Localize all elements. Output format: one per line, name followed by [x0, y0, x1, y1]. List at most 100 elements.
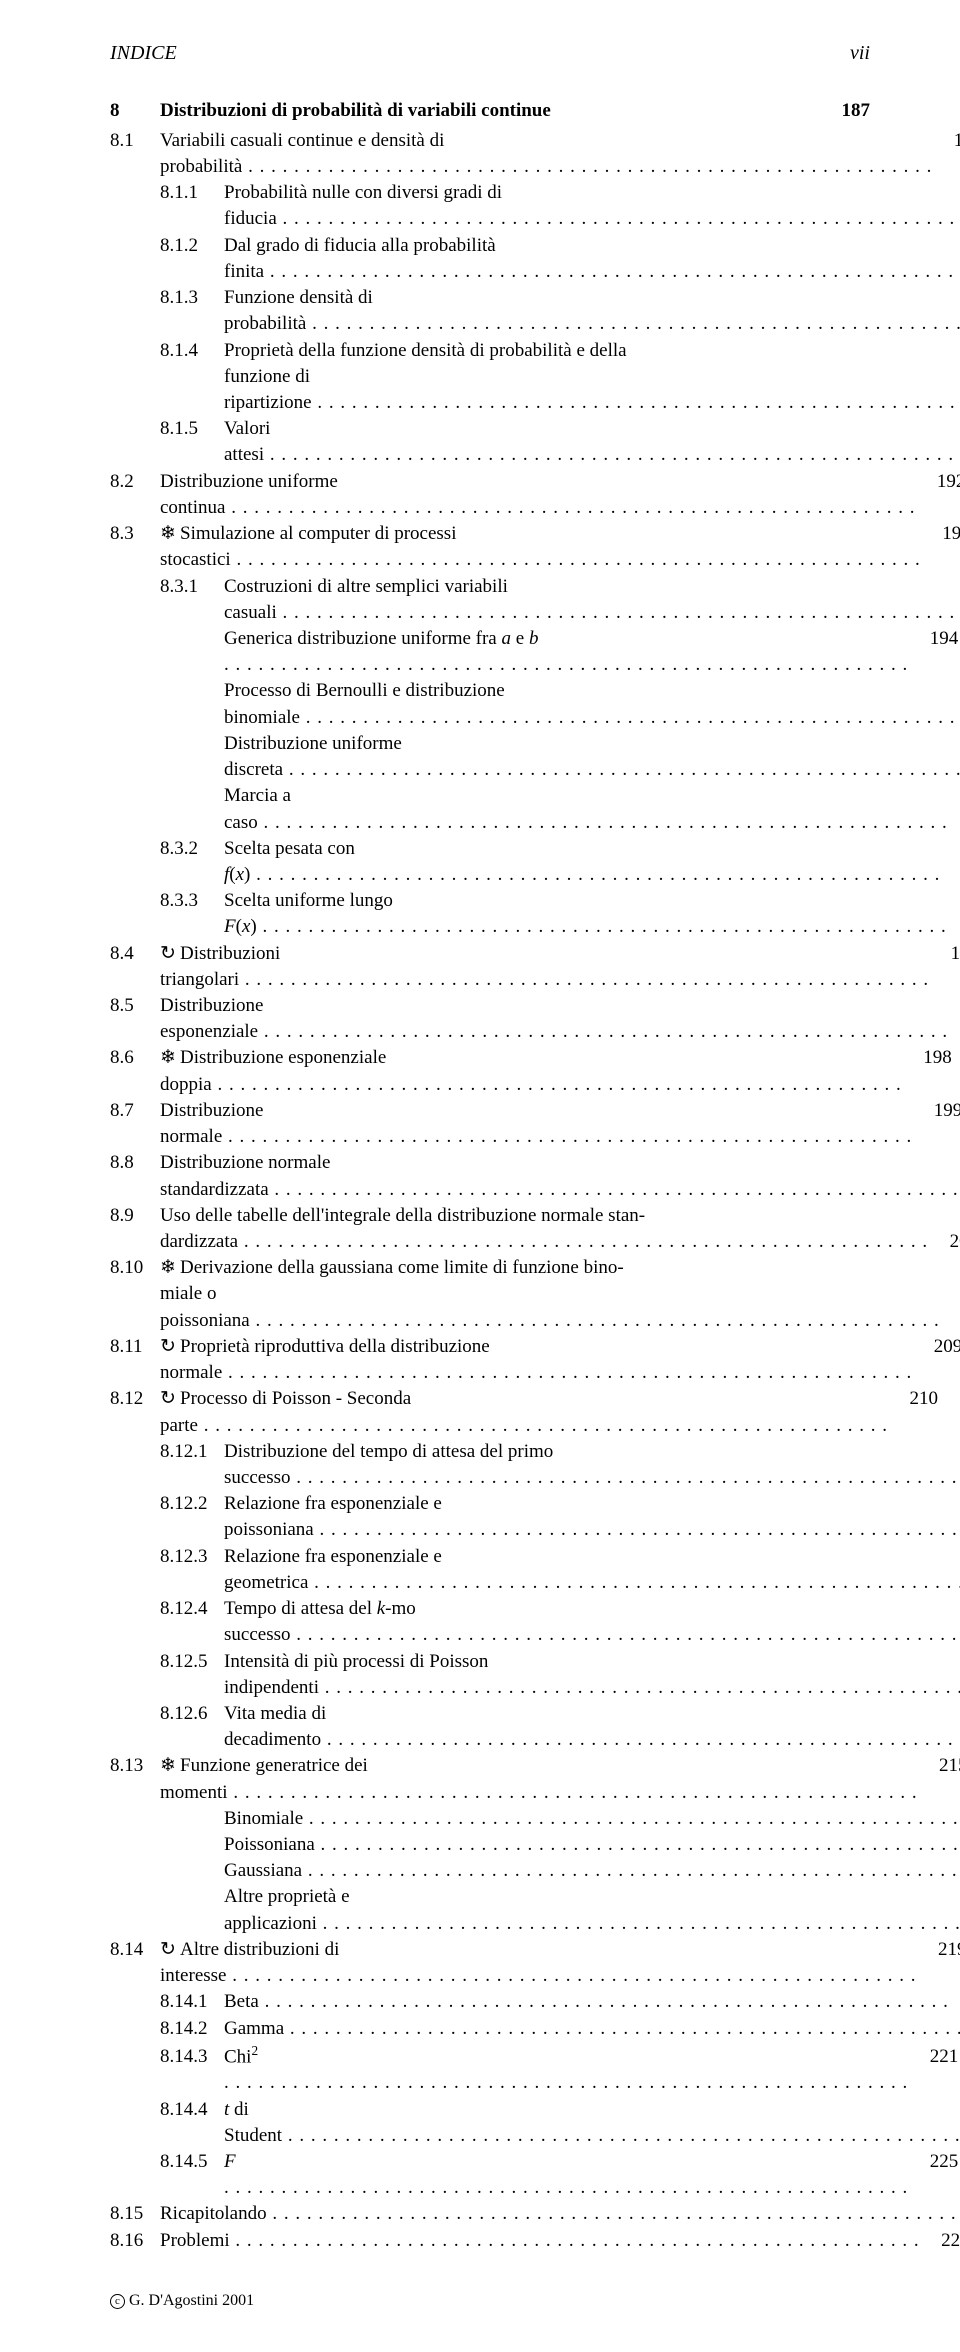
section-number: 8.4 [110, 941, 160, 967]
marker-icon: ❄ [160, 1045, 176, 1071]
subsection-number: 8.14.2 [160, 2016, 224, 2042]
subsection-number: 8.12.1 [160, 1439, 224, 1465]
section-title: ❄Simulazione al computer di processi sto… [160, 521, 921, 573]
toc-subsection-row: 8.12.4Tempo di attesa del k-mo successo2… [160, 1596, 870, 1648]
item-title: Gaussiana [224, 1858, 960, 1884]
subsection-title-cont: funzione di ripartizione [224, 364, 960, 416]
toc-subsection-row: 8.14.1Beta219 [160, 1989, 870, 2015]
subsection-title: Probabilità nulle con diversi gradi di f… [224, 180, 960, 232]
section-page: 227 [920, 2228, 960, 2254]
marker-icon: ❄ [160, 521, 176, 547]
section-page: 196 [929, 941, 960, 967]
section-number: 8.15 [110, 2201, 160, 2227]
subsection-title: Funzione densità di probabilità [224, 285, 960, 337]
toc-subsection-row: 8.3.3Scelta uniforme lungo F(x)195 [160, 888, 870, 940]
subsection-page: 225 [908, 2149, 958, 2175]
chapter-title: Distribuzioni di probabilità di variabil… [160, 98, 820, 124]
toc-subsection-continuation: funzione di ripartizione190 [160, 364, 870, 416]
item-title: Poissoniana [224, 1832, 960, 1858]
item-page: 194 [948, 783, 960, 809]
toc-section-row: 8.15Ricapitolando226 [110, 2201, 870, 2227]
subsection-page: 190 [954, 416, 960, 442]
section-title: Problemi [160, 2228, 920, 2254]
toc-section-row: 8.7Distribuzione normale199 [110, 1098, 870, 1150]
subsection-number: 8.1.5 [160, 416, 224, 442]
section-number: 8.9 [110, 1203, 160, 1229]
toc-section-row: 8.2Distribuzione uniforme continua192 [110, 469, 870, 521]
toc-subsection-row: 8.14.4t di Student224 [160, 2097, 870, 2149]
toc-subsection-row: 8.1.1Probabilità nulle con diversi gradi… [160, 180, 870, 232]
item-title: Binomiale [224, 1806, 960, 1832]
subsection-title: Relazione fra esponenziale e geometrica [224, 1544, 960, 1596]
subsection-title: Beta [224, 1989, 949, 2015]
toc-item-row: Distribuzione uniforme discreta194 [224, 731, 870, 783]
section-number: 8.2 [110, 469, 160, 495]
toc-item-row: Processo di Bernoulli e distribuzione bi… [224, 678, 870, 730]
toc-section-row: 8.1Variabili casuali continue e densità … [110, 128, 870, 180]
section-number: 8.6 [110, 1045, 160, 1071]
subsection-number: 8.1.1 [160, 180, 224, 206]
toc-subsection-row: 8.12.2Relazione fra esponenziale e poiss… [160, 1491, 870, 1543]
toc-subsection-row: 8.3.2Scelta pesata con f(x)195 [160, 836, 870, 888]
subsection-title: Intensità di più processi di Poisson ind… [224, 1649, 960, 1701]
toc-subsection-row: 8.1.2Dal grado di fiducia alla probabili… [160, 233, 870, 285]
subsection-title: Relazione fra esponenziale e poissoniana [224, 1491, 960, 1543]
toc-section-row: 8.8Distribuzione normale standardizzata2… [110, 1150, 870, 1202]
page-footer: c G. D'Agostini 2001 [110, 2290, 870, 2312]
footer-text: G. D'Agostini 2001 [129, 2292, 254, 2309]
toc-section-row: 8.11↻Proprietà riproduttiva della distri… [110, 1334, 870, 1386]
subsection-number: 8.14.5 [160, 2149, 224, 2175]
section-title: ↻Altre distribuzioni di interesse [160, 1937, 916, 1989]
toc-subsection-row: 8.12.5Intensità di più processi di Poiss… [160, 1649, 870, 1701]
subsection-title: Gamma [224, 2016, 960, 2042]
section-title: Ricapitolando [160, 2201, 957, 2227]
toc-subsection-row: 8.1.3Funzione densità di probabilità189 [160, 285, 870, 337]
subsection-number: 8.1.2 [160, 233, 224, 259]
section-title: Distribuzione normale standardizzata [160, 1150, 959, 1202]
subsection-number: 8.14.1 [160, 1989, 224, 2015]
section-page: 219 [916, 1937, 960, 1963]
toc-page: INDICE vii 8 Distribuzioni di probabilit… [0, 0, 960, 2352]
section-title: Distribuzione esponenziale [160, 993, 948, 1045]
toc-subsection-row: 8.1.4Proprietà della funzione densità di… [160, 338, 870, 364]
section-title: ↻Proprietà riproduttiva della distribuzi… [160, 1334, 912, 1386]
section-number: 8.14 [110, 1937, 160, 1963]
toc-section-row: 8.6❄Distribuzione esponenziale doppia198 [110, 1045, 870, 1097]
subsection-title: Vita media di decadimento [224, 1701, 960, 1753]
toc-subsection-row: 8.14.2Gamma221 [160, 2016, 870, 2042]
subsection-number: 8.14.3 [160, 2044, 224, 2070]
subsection-number: 8.14.4 [160, 2097, 224, 2123]
marker-icon: ❄ [160, 1255, 176, 1281]
toc-section-continuation: miale o poissoniana208 [110, 1281, 870, 1333]
subsection-number: 8.12.4 [160, 1596, 224, 1622]
section-number: 8.11 [110, 1334, 160, 1360]
toc-body: 8.1Variabili casuali continue e densità … [110, 128, 870, 2254]
section-page: 192 [915, 469, 960, 495]
copyright-icon: c [110, 2294, 125, 2309]
toc-section-row: 8.10❄Derivazione della gaussiana come li… [110, 1255, 870, 1281]
section-number: 8.13 [110, 1753, 160, 1779]
subsection-title: Proprietà della funzione densità di prob… [224, 338, 820, 364]
subsection-number: 8.3.1 [160, 574, 224, 600]
section-title: ❄Funzione generatrice dei momenti [160, 1753, 918, 1805]
section-title: ❄Derivazione della gaussiana come limite… [160, 1255, 820, 1281]
item-title: Marcia a caso [224, 783, 948, 835]
item-title: Generica distribuzione uniforme fra a e … [224, 626, 908, 678]
toc-section-row: 8.13❄Funzione generatrice dei momenti215 [110, 1753, 870, 1805]
section-number: 8.3 [110, 521, 160, 547]
section-page: 199 [912, 1098, 960, 1124]
section-title: Uso delle tabelle dell'integrale della d… [160, 1203, 820, 1229]
section-title: Distribuzione normale [160, 1098, 912, 1150]
toc-section-row: 8.16Problemi227 [110, 2228, 870, 2254]
toc-section-row: 8.4↻Distribuzioni triangolari196 [110, 941, 870, 993]
item-page: 194 [908, 626, 958, 652]
running-head: INDICE vii [110, 40, 870, 68]
subsection-title: Scelta pesata con f(x) [224, 836, 940, 888]
toc-subsection-row: 8.1.5Valori attesi190 [160, 416, 870, 468]
toc-section-row: 8.5Distribuzione esponenziale197 [110, 993, 870, 1045]
toc-item-row: Marcia a caso194 [224, 783, 870, 835]
toc-subsection-row: 8.3.1Costruzioni di altre semplici varia… [160, 574, 870, 626]
subsection-number: 8.12.6 [160, 1701, 224, 1727]
marker-icon: ↻ [160, 1334, 176, 1360]
section-title: ↻Distribuzioni triangolari [160, 941, 929, 993]
